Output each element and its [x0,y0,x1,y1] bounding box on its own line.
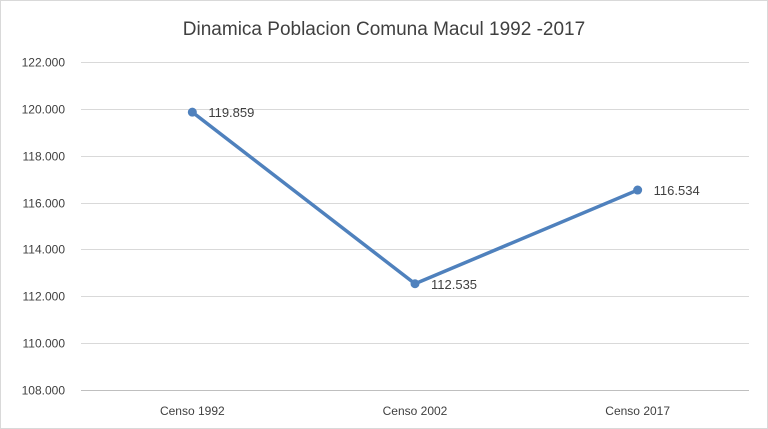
series-line [190,110,640,286]
data-label: 119.859 [208,105,254,120]
data-point [633,185,643,195]
y-tick-label: 114.000 [23,243,66,257]
y-tick-label: 116.000 [23,197,66,211]
y-tick-label: 112.000 [23,290,66,304]
y-tick-label: 122.000 [22,56,66,70]
y-tick-label: 118.000 [23,150,66,164]
data-label: 112.535 [431,277,477,292]
x-tick-label: Censo 2017 [605,404,670,418]
x-tick-label: Censo 1992 [160,404,225,418]
chart-title: Dinamica Poblacion Comuna Macul 1992 -20… [183,19,585,40]
x-axis-tick-labels: Censo 1992 Censo 2002 Censo 2017 [160,404,670,418]
data-label: 116.534 [654,183,700,198]
y-tick-label: 120.000 [22,103,66,117]
y-tick-label: 108.000 [22,384,66,398]
gridlines [81,62,749,391]
y-axis-tick-labels: 108.000 110.000 112.000 114.000 116.000 118.0… [22,56,66,398]
x-tick-label: Censo 2002 [383,404,448,418]
data-point [410,279,420,289]
series-layer [187,107,643,289]
y-tick-label: 110.000 [23,337,66,351]
data-labels: 119.859 112.535 116.534 [208,105,699,292]
data-point [187,107,197,117]
